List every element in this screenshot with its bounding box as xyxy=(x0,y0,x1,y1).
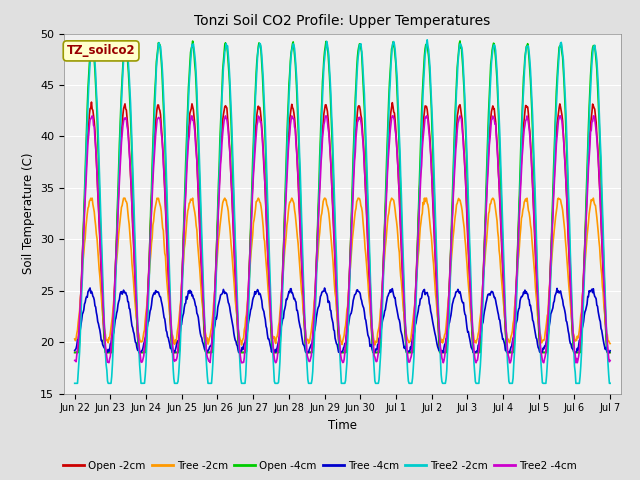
Tree -2cm xyxy=(88,195,96,201)
Tree2 -2cm xyxy=(397,192,405,198)
Open -4cm xyxy=(428,106,435,111)
Tree2 -4cm xyxy=(237,360,245,366)
Line: Open -2cm: Open -2cm xyxy=(75,102,610,352)
X-axis label: Time: Time xyxy=(328,419,357,432)
Tree2 -4cm xyxy=(260,159,268,165)
Tree -4cm xyxy=(606,348,614,354)
Tree2 -2cm xyxy=(424,37,431,43)
Tree -2cm xyxy=(399,299,406,305)
Line: Tree -2cm: Tree -2cm xyxy=(75,198,610,345)
Tree2 -2cm xyxy=(259,63,266,69)
Line: Tree -4cm: Tree -4cm xyxy=(75,288,610,352)
Tree -4cm xyxy=(135,349,143,355)
Tree -4cm xyxy=(280,308,288,314)
Tree2 -4cm xyxy=(429,194,436,200)
Tree2 -2cm xyxy=(71,381,79,386)
Tree -4cm xyxy=(429,320,436,325)
Tree -4cm xyxy=(399,337,406,343)
Tree2 -2cm xyxy=(428,112,436,118)
Open -4cm xyxy=(134,329,141,335)
Open -4cm xyxy=(397,213,405,218)
Tree2 -4cm xyxy=(606,358,614,363)
Tree -2cm xyxy=(233,311,241,316)
Y-axis label: Soil Temperature (C): Soil Temperature (C) xyxy=(22,153,35,275)
Tree -2cm xyxy=(259,224,267,229)
Tree -4cm xyxy=(104,349,111,355)
Tree -4cm xyxy=(86,285,94,291)
Open -4cm xyxy=(456,38,464,44)
Tree2 -2cm xyxy=(134,317,141,323)
Open -4cm xyxy=(232,272,240,278)
Legend: Open -2cm, Tree -2cm, Open -4cm, Tree -4cm, Tree2 -2cm, Tree2 -4cm: Open -2cm, Tree -2cm, Open -4cm, Tree -4… xyxy=(59,456,581,475)
Tree -4cm xyxy=(71,348,79,353)
Open -2cm xyxy=(134,342,142,348)
Open -2cm xyxy=(259,146,267,152)
Tree2 -4cm xyxy=(280,235,288,241)
Tree -4cm xyxy=(260,309,268,314)
Open -2cm xyxy=(71,349,79,355)
Text: TZ_soilco2: TZ_soilco2 xyxy=(67,44,136,58)
Tree2 -2cm xyxy=(279,289,287,295)
Tree -2cm xyxy=(606,341,614,347)
Tree -4cm xyxy=(234,343,241,349)
Open -4cm xyxy=(279,270,287,276)
Open -2cm xyxy=(606,349,614,355)
Tree -2cm xyxy=(134,329,142,335)
Open -2cm xyxy=(233,309,241,314)
Tree -2cm xyxy=(71,336,79,342)
Tree2 -4cm xyxy=(88,113,96,119)
Tree2 -4cm xyxy=(399,273,406,279)
Open -4cm xyxy=(259,72,266,78)
Tree -2cm xyxy=(371,342,379,348)
Open -4cm xyxy=(71,349,79,355)
Tree2 -4cm xyxy=(71,358,79,363)
Open -2cm xyxy=(280,247,287,252)
Tree2 -4cm xyxy=(134,334,142,340)
Open -4cm xyxy=(606,349,614,355)
Tree -2cm xyxy=(280,266,287,272)
Line: Tree2 -4cm: Tree2 -4cm xyxy=(75,116,610,363)
Tree2 -2cm xyxy=(606,381,614,386)
Title: Tonzi Soil CO2 Profile: Upper Temperatures: Tonzi Soil CO2 Profile: Upper Temperatur… xyxy=(195,14,490,28)
Open -2cm xyxy=(88,99,95,105)
Tree2 -4cm xyxy=(233,299,241,305)
Open -2cm xyxy=(398,264,406,270)
Line: Open -4cm: Open -4cm xyxy=(75,41,610,352)
Open -2cm xyxy=(428,182,436,188)
Line: Tree2 -2cm: Tree2 -2cm xyxy=(75,40,610,384)
Tree2 -2cm xyxy=(232,255,240,261)
Tree -2cm xyxy=(429,253,436,259)
